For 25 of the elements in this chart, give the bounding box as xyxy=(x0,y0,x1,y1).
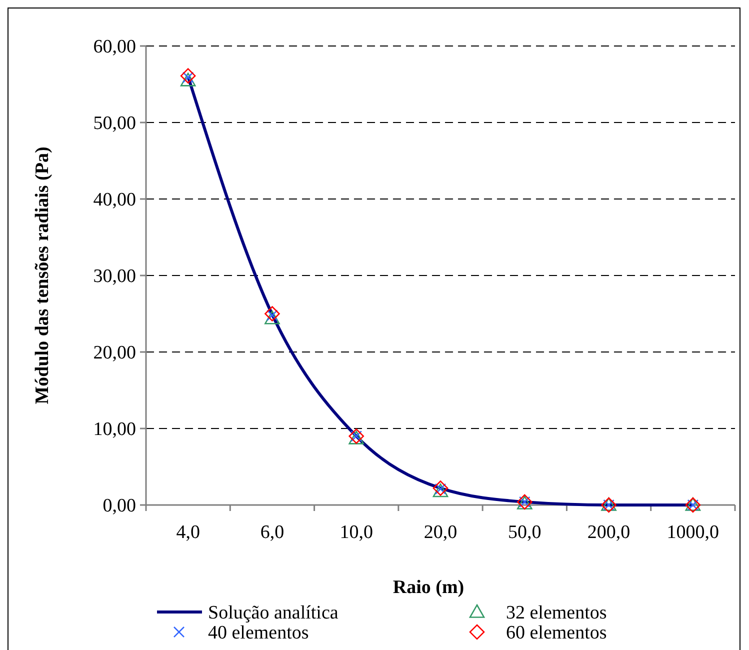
point xyxy=(264,306,280,322)
legend-label: 32 elementos xyxy=(506,602,607,624)
point xyxy=(180,68,196,84)
x-tick-label: 1000,0 xyxy=(666,522,720,543)
x-tick-label: 200,0 xyxy=(587,522,630,543)
x-tick-label: 50,0 xyxy=(508,522,542,543)
x-axis-title: Raio (m) xyxy=(392,577,464,598)
legend-label: 60 elementos xyxy=(506,622,607,644)
y-tick-label: 60,00 xyxy=(93,36,136,58)
point xyxy=(264,310,280,324)
point xyxy=(180,72,196,86)
x-tick-label: 20,0 xyxy=(424,522,458,543)
y-tick-label: 0,00 xyxy=(102,496,136,517)
legend-label: 40 elementos xyxy=(208,622,309,644)
legend-label: Solução analítica xyxy=(208,602,339,624)
y-tick-label: 30,00 xyxy=(93,266,136,288)
x-tick-label: 4,0 xyxy=(176,522,200,543)
y-axis-title: Módulo das tensões radiais (Pa) xyxy=(32,146,53,404)
y-tick-label: 20,00 xyxy=(93,342,136,364)
y-tick-label: 40,00 xyxy=(93,190,136,211)
y-tick-label: 10,00 xyxy=(93,419,136,440)
y-tick-label: 50,00 xyxy=(93,113,136,134)
x-tick-label: 6,0 xyxy=(260,522,284,543)
point xyxy=(432,484,448,498)
x-tick-label: 10,0 xyxy=(340,522,373,543)
